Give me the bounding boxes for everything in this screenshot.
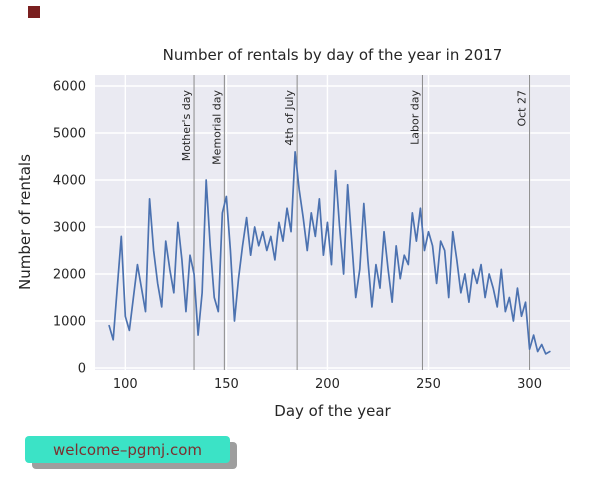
watermark-badge: welcome–pgmj.com bbox=[25, 436, 230, 463]
x-axis-label: Day of the year bbox=[274, 402, 391, 420]
svg-text:6000: 6000 bbox=[53, 80, 86, 95]
corner-marker bbox=[28, 6, 40, 18]
svg-text:5000: 5000 bbox=[53, 127, 86, 142]
svg-text:2000: 2000 bbox=[53, 268, 86, 283]
svg-text:Mother's day: Mother's day bbox=[180, 90, 193, 162]
svg-text:3000: 3000 bbox=[53, 221, 86, 236]
svg-text:150: 150 bbox=[214, 377, 239, 392]
svg-text:Memorial day: Memorial day bbox=[210, 90, 223, 165]
svg-text:1000: 1000 bbox=[53, 315, 86, 330]
svg-text:Oct 27: Oct 27 bbox=[516, 90, 529, 127]
svg-text:0: 0 bbox=[78, 362, 86, 377]
svg-text:200: 200 bbox=[315, 377, 340, 392]
y-axis-label: Number of rentals bbox=[16, 154, 34, 291]
svg-text:4000: 4000 bbox=[53, 174, 86, 189]
watermark-text: welcome–pgmj.com bbox=[52, 440, 203, 459]
svg-text:Labor day: Labor day bbox=[408, 90, 421, 145]
svg-text:250: 250 bbox=[416, 377, 441, 392]
svg-text:300: 300 bbox=[517, 377, 542, 392]
svg-text:4th of July: 4th of July bbox=[283, 90, 296, 146]
svg-text:100: 100 bbox=[113, 377, 138, 392]
chart-title: Number of rentals by day of the year in … bbox=[162, 46, 503, 64]
